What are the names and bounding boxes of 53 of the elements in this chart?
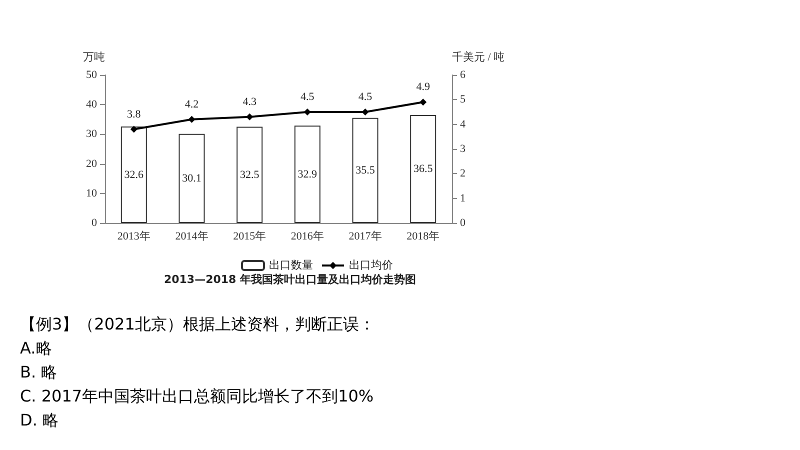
bar — [178, 134, 205, 223]
point — [188, 116, 196, 123]
data-label: 4.2 — [184, 98, 199, 110]
data-label: 3.8 — [127, 108, 142, 120]
y-tick-label: 10 — [86, 187, 98, 200]
x-tick-label: 2018年 — [406, 230, 440, 242]
data-label: 36.5 — [413, 162, 434, 175]
text: 【例3】（2021北京）根据上述资料，判断正误： — [20, 314, 375, 334]
text: C. 2017年中国茶叶出口总额同比增长了不到10% — [20, 386, 374, 406]
y2-tick-label: 5 — [460, 94, 466, 106]
point — [130, 126, 138, 133]
legend-label: 出口数量 — [269, 258, 313, 272]
data-label: 32.5 — [240, 168, 260, 181]
y2-tick-label: 0 — [460, 217, 466, 229]
data-label: 4.9 — [416, 81, 430, 94]
data-label: 4.3 — [242, 96, 257, 108]
y-tick-label: 0 — [92, 217, 98, 229]
y-axis-title: 万吨 — [83, 50, 105, 64]
y2-tick-label: 4 — [460, 118, 466, 130]
data-label: 4.5 — [300, 91, 315, 103]
y-tick-label: 20 — [86, 158, 98, 170]
y2-tick-label: 2 — [460, 168, 466, 180]
point — [246, 113, 254, 120]
bar — [236, 126, 263, 223]
x-tick-label: 2017年 — [348, 230, 382, 242]
point — [420, 98, 427, 106]
bar — [352, 118, 378, 223]
x-tick-label: 2016年 — [290, 230, 324, 242]
y2-tick-label: 1 — [460, 192, 466, 204]
text: D. 略 — [20, 410, 58, 430]
y-tick-label: 30 — [86, 128, 98, 140]
data-label: 32.6 — [124, 168, 144, 181]
y2-tick-label: 3 — [460, 143, 466, 155]
data-label: 32.9 — [298, 168, 318, 180]
point — [304, 108, 311, 116]
x-tick-label: 2015年 — [233, 230, 266, 242]
y-tick-label: 40 — [86, 98, 98, 111]
data-label: 35.5 — [356, 164, 376, 176]
data-label: 30.1 — [182, 172, 202, 184]
y2-axis-title: 千美元 / 吨 — [452, 50, 505, 64]
text: 2013—2018 年我国茶叶出口量及出口均价走势图 — [164, 273, 416, 286]
y-tick-label: 50 — [86, 69, 98, 81]
bar — [410, 114, 436, 223]
x-tick-label: 2014年 — [175, 230, 208, 242]
legend-label: 出口均价 — [349, 258, 393, 272]
x-tick-label: 2013年 — [117, 230, 150, 242]
y2-tick-label: 6 — [460, 69, 466, 81]
bar — [294, 126, 320, 223]
text: B. 略 — [20, 362, 58, 382]
point — [362, 108, 369, 116]
bar — [120, 126, 147, 223]
data-label: 4.5 — [358, 91, 373, 103]
text: A.略 — [20, 338, 52, 358]
